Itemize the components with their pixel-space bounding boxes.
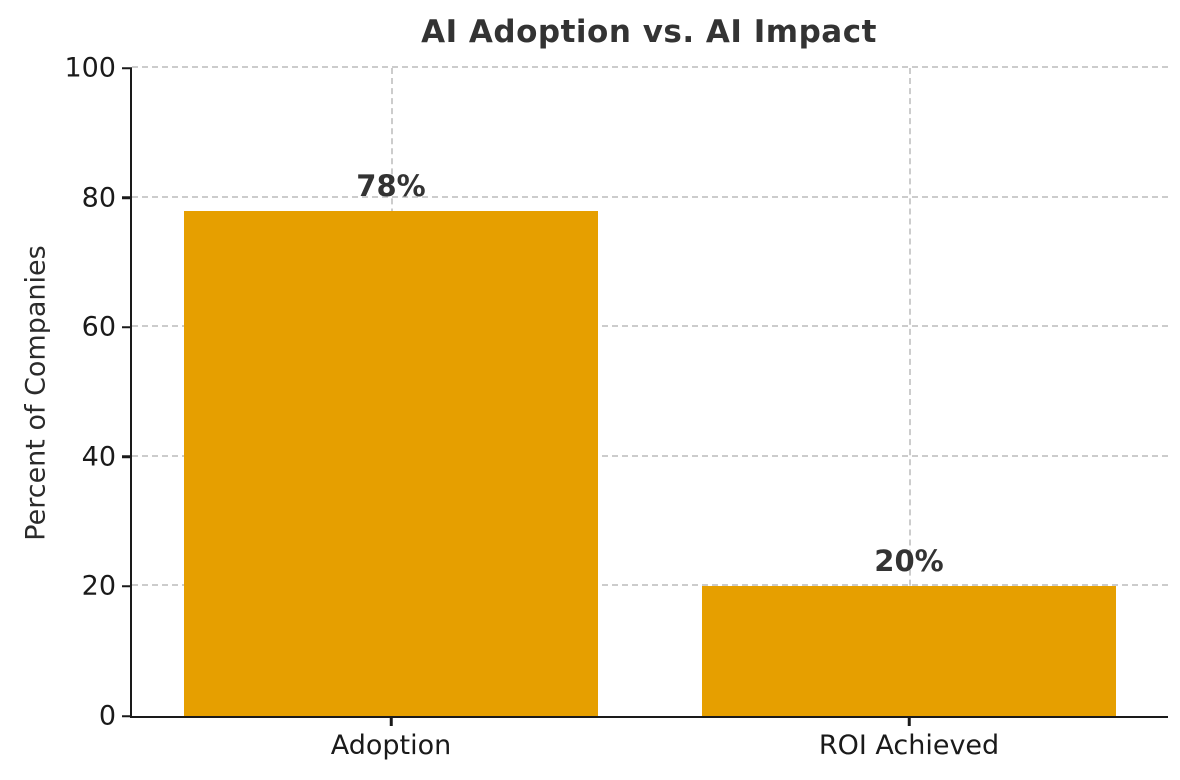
y-axis-tick-label: 80: [81, 182, 116, 214]
plot-area: 0 20 40 60 80 100 78% Adoption 20% ROI Achieved: [64, 53, 1168, 761]
horizontal-gridline: [132, 584, 1168, 587]
y-axis-tick-mark: [122, 714, 132, 718]
x-axis-tick-label: ROI Achieved: [818, 730, 1000, 761]
y-axis-label: Percent of Companies: [20, 245, 52, 541]
y-axis-tick-mark: [122, 325, 132, 329]
y-axis-tick-label: 100: [64, 52, 116, 84]
horizontal-gridline: [132, 325, 1168, 328]
horizontal-gridline: [132, 66, 1168, 68]
y-axis-tick-label: 20: [81, 570, 116, 602]
x-axis-tick-mark: [907, 716, 911, 726]
y-axis-tick-label: 60: [81, 311, 116, 343]
y-axis-tick-mark: [122, 585, 132, 588]
x-axis-tick-label: Adoption: [330, 730, 452, 761]
bar-roi-achieved: [701, 586, 1117, 716]
y-axis-tick-mark: [122, 455, 132, 459]
x-axis-tick-mark: [389, 716, 393, 726]
y-axis-tick-mark: [122, 196, 132, 199]
y-axis-tick-mark: [122, 66, 132, 70]
horizontal-gridline: [132, 195, 1168, 198]
bar-value-label: 20%: [874, 544, 944, 579]
bar-adoption: [183, 210, 599, 716]
chart-title: AI Adoption vs. AI Impact: [421, 14, 877, 50]
y-axis-tick-label: 0: [98, 700, 116, 732]
y-axis-tick-label: 40: [81, 441, 116, 473]
horizontal-gridline: [132, 454, 1168, 457]
vertical-gridline: [909, 68, 911, 716]
bar-value-label: 78%: [356, 168, 426, 203]
